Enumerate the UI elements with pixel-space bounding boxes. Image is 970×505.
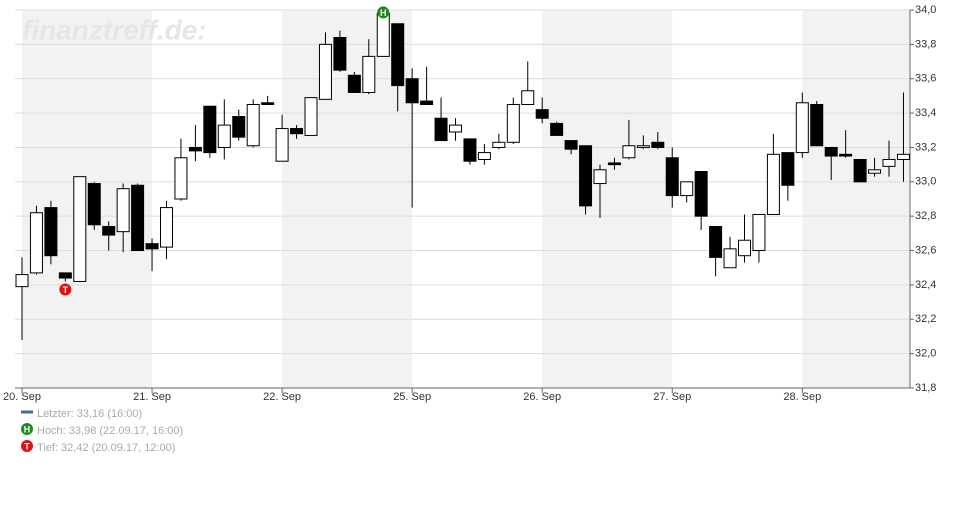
y-tick-label: 34,0 (915, 4, 936, 16)
candle-body (29, 212, 43, 274)
candle-body (116, 188, 130, 233)
day-band (22, 10, 153, 388)
y-tick-label: 32,6 (915, 244, 936, 256)
candle-body (868, 169, 882, 174)
candle-body (261, 102, 275, 105)
candle-body (550, 122, 564, 136)
candle-body (738, 239, 751, 257)
y-tick-label: 33,8 (915, 38, 936, 50)
x-tick-label: 26. Sep (523, 391, 561, 403)
bands (22, 10, 910, 388)
candle-body (246, 104, 260, 147)
legend-marker-label: T (24, 441, 30, 451)
legend-text: Letzter: 33,16 (16:00) (37, 408, 142, 420)
watermark: finanztreff.de: (22, 14, 207, 45)
candle-body (492, 141, 506, 148)
candle-body (362, 55, 376, 93)
candle-body (304, 97, 318, 136)
candle-body (622, 145, 636, 159)
y-tick-label: 33,6 (915, 73, 936, 85)
candle-body (810, 104, 824, 147)
y-tick-label: 32,8 (915, 210, 936, 222)
candle-body (318, 43, 332, 100)
candle-body (58, 272, 72, 279)
candle-body (333, 36, 347, 71)
candle-body (477, 152, 491, 160)
y-tick-label: 32,0 (915, 348, 936, 360)
candle-body (607, 162, 621, 166)
candle-body (160, 207, 173, 248)
candle-body (709, 225, 723, 258)
candle-body (44, 207, 58, 257)
legend-marker (21, 440, 33, 452)
marker (377, 6, 390, 19)
candle-body (275, 128, 289, 162)
candle-body (131, 184, 145, 252)
candle-body (752, 213, 766, 252)
candle-body (665, 157, 679, 197)
candle-body (87, 183, 101, 226)
candle-body (420, 100, 434, 106)
candle-body (102, 225, 116, 236)
candle-body (636, 145, 650, 148)
marker-label: H (380, 8, 387, 18)
x-tick-label: 20. Sep (3, 391, 41, 403)
candle-body (217, 124, 231, 148)
candle-body (766, 153, 780, 215)
marker (59, 283, 72, 296)
candle-body (593, 169, 607, 185)
candle-body (174, 157, 188, 200)
y-tick-label: 32,4 (915, 279, 936, 291)
candle-body (188, 146, 202, 152)
day-band (542, 10, 673, 388)
x-tick-label: 27. Sep (653, 391, 691, 403)
candle-body (839, 153, 853, 157)
legend-text: Hoch: 33,98 (22.09.17, 16:00) (37, 425, 183, 437)
candle-body (145, 243, 159, 250)
candle-body (347, 74, 361, 93)
legend-text: Tief: 32,42 (20.09.17, 12:00) (37, 442, 175, 454)
y-tick-label: 33,2 (915, 141, 936, 153)
y-tick-label: 33,0 (915, 176, 936, 188)
candle-body (882, 158, 896, 167)
candle-body (232, 116, 246, 138)
day-band (282, 10, 413, 388)
candle-body (203, 105, 217, 154)
candle-body (434, 117, 448, 142)
x-tick-label: 28. Sep (783, 391, 821, 403)
y-tick-label: 32,2 (915, 313, 936, 325)
candle-body (506, 104, 520, 143)
candle-body (376, 12, 390, 57)
legend-marker (21, 423, 33, 435)
candle-body (564, 140, 578, 150)
marker-label: T (63, 285, 69, 295)
candle-body (290, 128, 304, 135)
candle-body (680, 181, 694, 197)
candle-body (73, 176, 87, 282)
x-tick-label: 21. Sep (133, 391, 171, 403)
candle-body (449, 124, 462, 133)
y-tick-label: 31,8 (915, 382, 936, 394)
candle-body (795, 102, 809, 154)
x-tick-label: 25. Sep (393, 391, 431, 403)
candle-body (781, 152, 795, 186)
y-tick-label: 33,4 (915, 107, 936, 119)
candle-body (694, 171, 708, 217)
legend-marker-label: H (24, 424, 31, 434)
candle-body (405, 78, 419, 104)
candle-body (824, 146, 838, 157)
candle-body (723, 248, 737, 269)
candle-body (535, 109, 549, 119)
candle-body (853, 158, 867, 183)
day-band (802, 10, 910, 388)
x-tick-label: 22. Sep (263, 391, 301, 403)
candle-body (521, 90, 535, 106)
candle-body (15, 274, 29, 288)
candle-body (579, 145, 593, 207)
candle-body (896, 153, 910, 160)
candle-body (651, 141, 665, 148)
candle-body (463, 138, 477, 162)
candle-body (391, 23, 405, 87)
